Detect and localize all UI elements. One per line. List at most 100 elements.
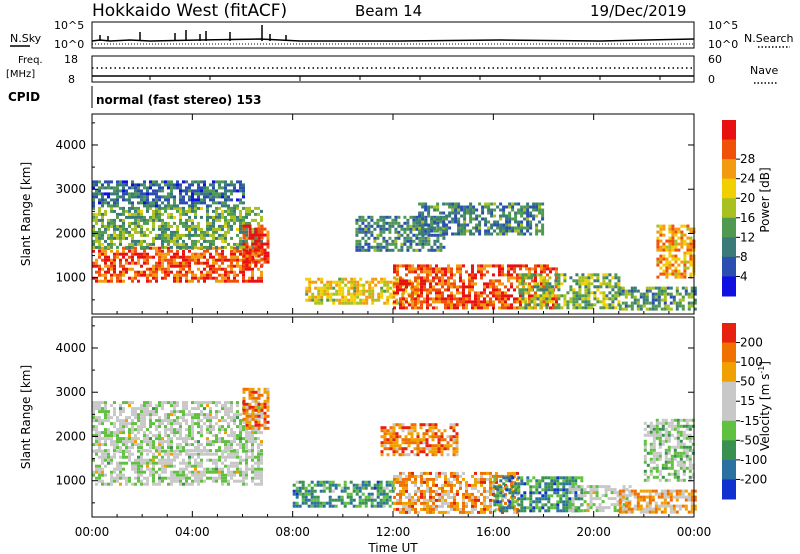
velocity-cell <box>119 477 122 480</box>
power-cell <box>233 213 236 216</box>
power-cell <box>155 198 158 201</box>
power-cell <box>382 219 385 222</box>
power-cell <box>116 192 119 195</box>
power-cell <box>385 240 388 243</box>
velocity-cell <box>299 487 302 490</box>
power-cell <box>173 231 176 234</box>
velocity-cell <box>215 477 218 480</box>
velocity-cell <box>384 429 387 432</box>
velocity-cell <box>128 428 131 431</box>
velocity-cell <box>170 453 173 456</box>
velocity-cell <box>173 450 176 453</box>
power-cell <box>143 198 146 201</box>
velocity-cell <box>173 480 176 483</box>
velocity-cell <box>377 487 380 490</box>
velocity-cell <box>423 472 426 475</box>
power-cell <box>107 186 110 189</box>
power-cell <box>668 246 671 249</box>
power-cell <box>605 294 608 297</box>
power-cell <box>164 268 167 271</box>
power-cell <box>596 288 599 291</box>
power-cell <box>578 306 581 309</box>
velocity-cell <box>417 487 420 490</box>
velocity-cell <box>200 477 203 480</box>
power-cell <box>498 291 501 294</box>
power-cell <box>421 206 424 209</box>
power-cell <box>373 246 376 249</box>
power-cell <box>188 280 191 283</box>
velocity-cell <box>257 450 260 453</box>
velocity-cell <box>365 484 368 487</box>
power-cell <box>361 228 364 231</box>
power-cell <box>417 267 420 270</box>
power-cell <box>95 180 98 183</box>
power-cell <box>218 201 221 204</box>
power-cell <box>191 234 194 237</box>
velocity-cell <box>224 443 227 446</box>
power-cell <box>587 306 590 309</box>
power-cell <box>445 227 448 230</box>
velocity-cell <box>185 437 188 440</box>
velocity-cell <box>212 443 215 446</box>
velocity-cell <box>197 425 200 428</box>
power-cell <box>429 279 432 282</box>
velocity-cell <box>390 432 393 435</box>
velocity-cell <box>104 416 107 419</box>
velocity-cell <box>185 401 188 404</box>
power-colorbar-tick-label: 16 <box>740 211 755 225</box>
velocity-cell <box>405 447 408 450</box>
power-cell <box>353 284 356 287</box>
power-cell <box>261 234 264 237</box>
velocity-cell <box>444 502 447 505</box>
power-cell <box>551 285 554 288</box>
power-cell <box>191 259 194 262</box>
power-cell <box>502 224 505 227</box>
velocity-cell <box>245 446 248 449</box>
velocity-cell <box>170 413 173 416</box>
power-cell <box>134 192 137 195</box>
power-cell <box>206 228 209 231</box>
power-cell <box>155 195 158 198</box>
velocity-cell <box>101 468 104 471</box>
velocity-cell <box>206 437 209 440</box>
velocity-cell <box>267 421 270 424</box>
power-cell <box>101 195 104 198</box>
power-cell <box>548 300 551 303</box>
power-cell <box>212 228 215 231</box>
velocity-cell <box>101 407 104 410</box>
velocity-cell <box>137 477 140 480</box>
velocity-cell <box>365 505 368 508</box>
velocity-cell <box>299 481 302 484</box>
power-cell <box>659 231 662 234</box>
power-cell <box>113 265 116 268</box>
power-cell <box>548 276 551 279</box>
power-cell <box>414 288 417 291</box>
velocity-cell <box>456 444 459 447</box>
power-cell <box>465 270 468 273</box>
power-cell <box>405 264 408 267</box>
power-cell <box>400 246 403 249</box>
velocity-cell <box>386 502 389 505</box>
velocity-cell <box>221 471 224 474</box>
power-cell <box>628 293 631 296</box>
velocity-cell <box>173 465 176 468</box>
power-cell <box>584 294 587 297</box>
power-cell <box>98 189 101 192</box>
power-cell <box>683 258 686 261</box>
power-cell <box>412 216 415 219</box>
power-cell <box>353 287 356 290</box>
velocity-cell <box>423 438 426 441</box>
velocity-cell <box>110 462 113 465</box>
power-cell <box>308 284 311 287</box>
power-cell <box>197 247 200 250</box>
power-cell <box>420 303 423 306</box>
power-cell <box>255 240 258 243</box>
power-cell <box>361 237 364 240</box>
velocity-cell <box>305 490 308 493</box>
power-cell <box>261 258 264 261</box>
velocity-cell <box>209 413 212 416</box>
velocity-cell <box>122 428 125 431</box>
power-cell <box>261 252 264 255</box>
power-cell <box>332 281 335 284</box>
velocity-cell <box>245 483 248 486</box>
